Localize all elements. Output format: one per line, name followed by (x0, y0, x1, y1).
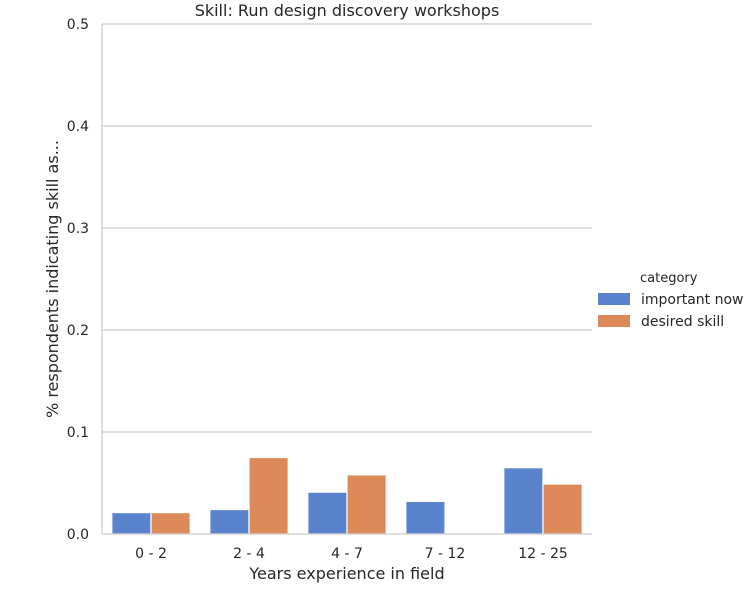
legend-label-desired-skill: desired skill (641, 314, 724, 330)
bar-important-now-3 (405, 500, 446, 535)
legend: category important now desired skill (598, 271, 744, 330)
x-axis-label: Years experience in field (248, 564, 444, 583)
bar-desired-skill-0 (150, 511, 191, 535)
y-axis-label: % respondents indicating skill as... (43, 140, 62, 418)
legend-swatch-desired-skill (598, 315, 630, 327)
chart-title: Skill: Run design discovery workshops (195, 1, 500, 20)
y-tick-label: 0.0 (67, 527, 89, 543)
bar-important-now-1 (209, 508, 250, 535)
bar-layer (111, 456, 583, 535)
y-tick-label: 0.2 (67, 323, 89, 339)
grid-layer (102, 23, 592, 433)
bar-important-now-2 (307, 491, 348, 535)
bar-important-now-0 (111, 511, 152, 535)
bar-desired-skill-1 (248, 456, 289, 535)
y-tick-label: 0.1 (67, 425, 89, 441)
x-tick-label: 7 - 12 (425, 546, 466, 562)
y-tick-label: 0.4 (67, 119, 89, 135)
legend-label-important-now: important now (641, 292, 744, 308)
axis-layer: 0.0 0.1 0.2 0.3 0.4 0.5 0 - 2 2 - 4 4 - 7 7 - 12 1… (67, 17, 592, 562)
legend-items: important now desired skill (598, 292, 744, 330)
x-tick-label: 12 - 25 (518, 546, 568, 562)
x-tick-label: 4 - 7 (331, 546, 363, 562)
bar-important-now-4 (503, 467, 544, 535)
bar-desired-skill-4 (542, 483, 583, 535)
y-tick-label: 0.5 (67, 17, 89, 33)
bar-desired-skill-2 (346, 474, 387, 535)
legend-title: category (640, 271, 698, 286)
legend-swatch-important-now (598, 293, 630, 305)
x-tick-label: 2 - 4 (233, 546, 265, 562)
y-tick-label: 0.3 (67, 221, 89, 237)
x-tick-label: 0 - 2 (135, 546, 167, 562)
